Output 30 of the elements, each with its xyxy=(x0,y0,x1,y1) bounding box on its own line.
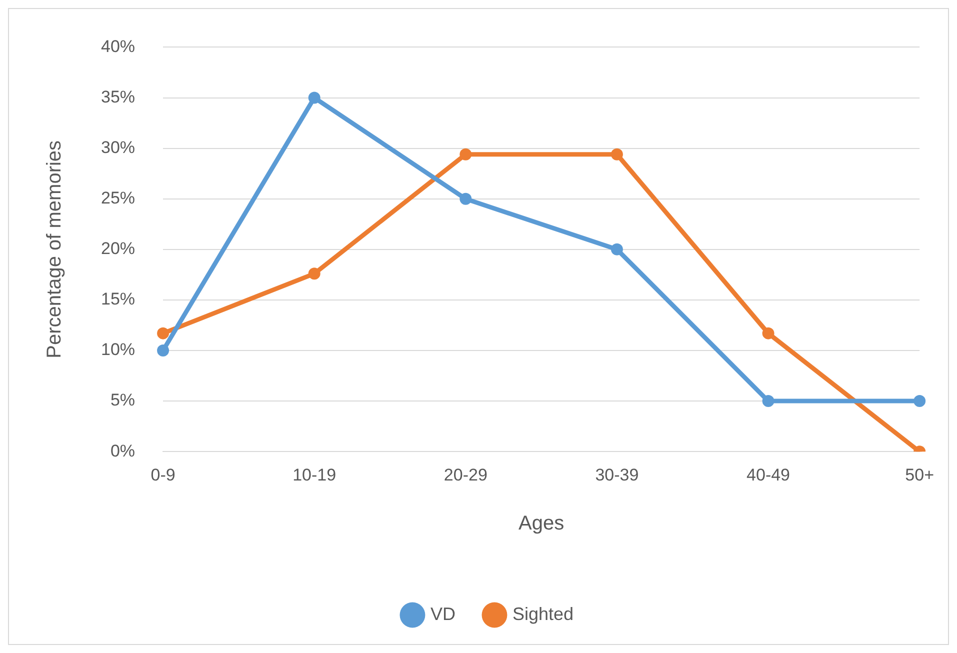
point xyxy=(610,148,623,160)
point xyxy=(914,395,926,408)
x-tick-label: 0-9 xyxy=(150,465,176,484)
point xyxy=(157,327,170,340)
x-tick-label: 50+ xyxy=(905,465,934,484)
point xyxy=(762,395,774,408)
x-tick-label: 10-19 xyxy=(292,465,336,484)
point xyxy=(762,327,774,340)
x-axis-title: Ages xyxy=(518,512,564,535)
point xyxy=(460,148,472,160)
y-tick-label: 20% xyxy=(100,239,136,258)
y-tick-label: 25% xyxy=(100,188,136,208)
y-tick-label: 35% xyxy=(100,87,136,106)
legend-label: VD xyxy=(430,604,456,624)
y-tick-label: 10% xyxy=(100,340,136,360)
point xyxy=(460,192,472,205)
y-tick-label: 40% xyxy=(100,36,136,56)
point xyxy=(610,243,623,256)
y-tick-label: 0% xyxy=(110,441,136,460)
legend-label: Sighted xyxy=(512,604,574,624)
y-axis-title: Percentage of memories xyxy=(44,140,66,358)
x-tick-label: 40-49 xyxy=(746,465,790,484)
x-tick-label: 20-29 xyxy=(444,465,488,484)
y-tick-label: 15% xyxy=(100,290,136,309)
y-tick-label: 30% xyxy=(100,138,136,157)
point xyxy=(157,344,170,356)
y-tick-label: 5% xyxy=(110,390,136,410)
point xyxy=(308,268,320,280)
point xyxy=(308,92,320,104)
x-tick-label: 30-39 xyxy=(595,465,639,484)
